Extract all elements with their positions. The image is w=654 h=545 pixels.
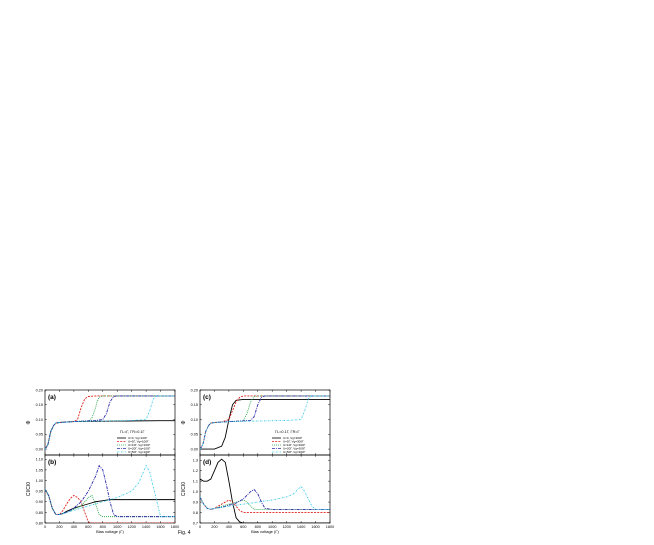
- y-tick-label: 0.05: [36, 433, 43, 437]
- legend-entry: U=5Γ, Vg=100Γ: [128, 440, 149, 444]
- y-tick-label: 1.00: [36, 479, 43, 483]
- y-tick-label: 1.3: [193, 459, 198, 463]
- x-tick-label: 800: [255, 525, 261, 529]
- x-tick-label: 200: [56, 525, 62, 529]
- panel-c: 0.00 0.05 0.10 0.15 0.20 (c) Φ ΓL=0.1Γ, ΓR=Γ U=0…: [181, 388, 331, 456]
- y-tick-label: 1.0: [193, 490, 198, 494]
- panel-annotation: ΓL=Γ, ΓR=0.1Γ: [120, 430, 145, 434]
- figure-caption: Fig. 4: [178, 530, 191, 536]
- y-axis-label: Φ: [181, 421, 187, 425]
- y-tick-label: 0.85: [36, 511, 43, 515]
- legend-entry: U=20Γ, Vg=300Γ: [283, 447, 306, 451]
- x-tick-label: 400: [226, 525, 232, 529]
- x-tick-label: 1600: [311, 525, 319, 529]
- y-tick-label: 0.80: [36, 521, 43, 525]
- legend-entry: U=10Γ, Vg=100Γ: [128, 443, 151, 447]
- y-axis-label: CI/CI0: [26, 482, 32, 496]
- y-tick-label: 0.10: [191, 418, 198, 422]
- series-line-2: [200, 496, 330, 513]
- y-tick-label: 0.9: [193, 500, 198, 504]
- legend-entry: U=20Γ, Vg=100Γ: [128, 447, 151, 451]
- legend-entry: U=0, Vg=100Γ: [128, 436, 148, 440]
- y-axis-label: Φ: [26, 421, 32, 425]
- y-tick-label: 1.1: [193, 480, 198, 484]
- x-tick-label: 600: [85, 525, 91, 529]
- panel-label: (a): [48, 394, 56, 401]
- y-tick-label: 1.10: [36, 458, 43, 462]
- series-line-5: [200, 395, 330, 450]
- panel-label: (d): [203, 459, 211, 466]
- panel-label: (c): [203, 394, 211, 401]
- legend-entry: U=10Γ, Vg=300Γ: [283, 443, 306, 447]
- y-tick-label: 0.20: [36, 388, 43, 392]
- y-tick-label: 0.00: [191, 447, 198, 451]
- series-line-5: [200, 485, 330, 510]
- panel-b: 0 200 400 600 800 1000 1200 1400 1600 1800 0.80 0.8…: [26, 454, 179, 534]
- x-tick-label: 600: [240, 525, 246, 529]
- y-tick-label: 0.15: [191, 403, 198, 407]
- panel-d: 0 200 400 600 800 1000 1200 1400 1600 1800 0.7 0.8 0…: [181, 454, 334, 534]
- x-tick-label: 1400: [142, 525, 150, 529]
- x-tick-label: 800: [100, 525, 106, 529]
- legend-entry: U=50Γ, Vg=300Γ: [283, 450, 306, 454]
- y-tick-label: 0.15: [36, 403, 43, 407]
- series-line-4: [200, 488, 330, 510]
- x-tick-label: 1800: [326, 525, 334, 529]
- plot-frame: [199, 454, 331, 524]
- x-tick-label: 1200: [282, 525, 290, 529]
- series-line-4: [200, 395, 330, 450]
- x-tick-label: 0: [44, 525, 46, 529]
- series-line-2: [45, 488, 175, 523]
- series-line-1: [200, 458, 330, 523]
- x-tick-label: 1200: [127, 525, 135, 529]
- series-line-1: [45, 420, 175, 450]
- series-line-3: [45, 488, 175, 518]
- y-tick-label: 0.00: [36, 447, 43, 451]
- x-tick-label: 1800: [171, 525, 179, 529]
- y-tick-label: 0.20: [191, 388, 198, 392]
- x-axis-label: Bias voltage (Γ): [251, 529, 279, 534]
- x-tick-label: 0: [199, 525, 201, 529]
- series-line-1: [200, 399, 330, 450]
- x-tick-label: 400: [71, 525, 77, 529]
- series-line-4: [45, 464, 175, 518]
- panel-a: 0.00 0.05 0.10 0.15 0.20 (a) Φ ΓL=Γ, ΓR=0.1Γ U=0…: [26, 388, 176, 456]
- x-tick-label: 1000: [268, 525, 276, 529]
- legend-entry: U=0, Vg=300Γ: [283, 436, 303, 440]
- y-tick-label: 0.10: [36, 418, 43, 422]
- panel-label: (b): [48, 459, 56, 466]
- series-line-1: [45, 488, 175, 515]
- x-tick-label: 1400: [297, 525, 305, 529]
- y-tick-label: 0.90: [36, 500, 43, 504]
- series-line-2: [45, 395, 175, 450]
- x-tick-label: 1000: [113, 525, 121, 529]
- panel-annotation: ΓL=0.1Γ, ΓR=Γ: [275, 430, 300, 434]
- y-tick-label: 0.95: [36, 490, 43, 494]
- y-tick-label: 1.2: [193, 469, 198, 473]
- y-tick-label: 0.05: [191, 433, 198, 437]
- x-tick-label: 1600: [156, 525, 164, 529]
- series-line-4: [45, 395, 175, 450]
- series-line-5: [45, 464, 175, 518]
- y-tick-label: 0.7: [193, 521, 198, 525]
- series-line-5: [45, 395, 175, 450]
- x-tick-label: 200: [211, 525, 217, 529]
- legend-entry: U=5Γ, Vg=300Γ: [283, 440, 304, 444]
- y-axis-label: CI/CI0: [181, 482, 187, 496]
- legend-entry: U=50Γ, Vg=100Γ: [128, 450, 151, 454]
- x-axis-label: Bias voltage (Γ): [96, 529, 124, 534]
- y-tick-label: 1.05: [36, 468, 43, 472]
- y-tick-label: 0.8: [193, 511, 198, 515]
